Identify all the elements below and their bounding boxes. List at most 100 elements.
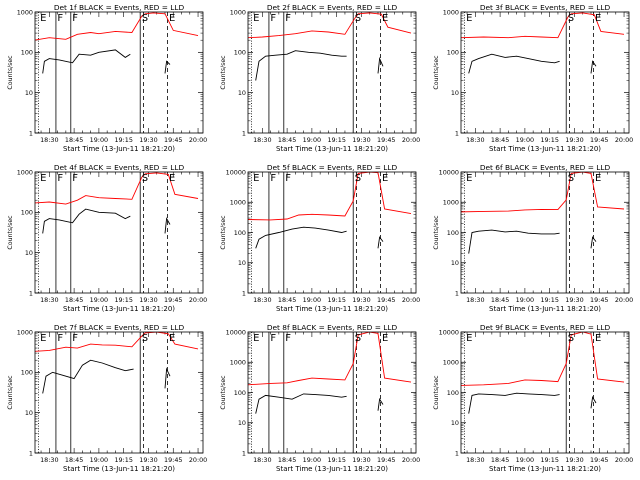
event-marker-label: E <box>253 173 259 184</box>
x-tick-label: 19:15 <box>540 456 558 464</box>
x-tick-label: 18:45 <box>491 296 509 304</box>
events-series-line <box>590 236 597 249</box>
plot-frame <box>34 11 204 134</box>
event-marker-label: F <box>285 333 291 344</box>
events-series-line <box>377 397 384 411</box>
y-axis-label: Counts/sec <box>7 55 14 90</box>
panel-title: Det 6f BLACK = Events, RED = LLD <box>480 163 611 172</box>
x-tick-label: 19:45 <box>164 136 182 144</box>
events-series-line <box>468 392 560 414</box>
x-tick-label: 20:00 <box>189 136 207 144</box>
x-tick-label: 20:00 <box>615 456 633 464</box>
detector-panel: Det 2f BLACK = Events, RED = LLD Counts/s… <box>220 3 420 153</box>
y-tick-label: 1 <box>455 129 459 137</box>
x-tick-label: 19:30 <box>565 456 583 464</box>
x-tick-label: 20:00 <box>402 136 420 144</box>
x-tick-label: 19:00 <box>516 456 534 464</box>
events-series-line <box>590 60 597 74</box>
x-tick-label: 19:30 <box>139 136 157 144</box>
plot-frame <box>460 171 630 294</box>
events-series-line <box>42 359 134 394</box>
x-tick-label: 18:30 <box>466 136 484 144</box>
x-tick-label: 19:00 <box>90 296 108 304</box>
x-axis-label: Start Time (13-Jun-11 18:21:20) <box>489 145 601 153</box>
y-tick-label: 10000 <box>439 168 459 176</box>
x-tick-label: 19:30 <box>139 296 157 304</box>
y-tick-label: 100 <box>447 229 459 237</box>
events-series-line <box>42 49 131 74</box>
event-marker-label: E <box>466 173 472 184</box>
events-series-line <box>164 60 171 74</box>
plot-frame <box>247 11 417 134</box>
x-tick-label: 18:30 <box>40 136 58 144</box>
y-tick-label: 10 <box>238 419 246 427</box>
y-tick-label: 1000 <box>443 199 459 207</box>
events-series-line <box>377 56 384 74</box>
x-tick-label: 19:45 <box>590 456 608 464</box>
x-tick-label: 18:45 <box>278 136 296 144</box>
x-tick-label: 19:15 <box>114 136 132 144</box>
x-tick-label: 19:00 <box>303 296 321 304</box>
y-tick-label: 100 <box>234 229 246 237</box>
y-tick-label: 10 <box>25 89 33 97</box>
y-tick-label: 1 <box>29 449 33 457</box>
event-marker-label: F <box>57 173 63 184</box>
y-axis-label: Counts/sec <box>433 55 440 90</box>
y-tick-label: 100 <box>21 369 33 377</box>
event-marker-label: S <box>355 173 361 184</box>
event-marker-label: S <box>568 173 574 184</box>
x-tick-label: 19:15 <box>327 456 345 464</box>
lld-series-line <box>248 172 412 221</box>
x-axis-label: Start Time (13-Jun-11 18:21:20) <box>63 465 175 473</box>
y-tick-label: 1 <box>29 129 33 137</box>
x-tick-label: 20:00 <box>189 456 207 464</box>
y-tick-label: 10 <box>238 89 246 97</box>
y-tick-label: 10000 <box>226 328 246 336</box>
x-tick-label: 19:15 <box>114 456 132 464</box>
lld-series-line <box>461 12 625 39</box>
y-tick-label: 100 <box>234 389 246 397</box>
x-tick-label: 19:00 <box>90 136 108 144</box>
x-tick-label: 19:00 <box>303 456 321 464</box>
event-marker-label: E <box>595 333 601 344</box>
y-tick-label: 1000 <box>443 359 459 367</box>
event-marker-label: F <box>270 173 276 184</box>
event-marker-label: E <box>40 333 46 344</box>
y-tick-label: 10 <box>25 249 33 257</box>
y-axis-label: Counts/sec <box>7 215 14 250</box>
y-tick-label: 1 <box>242 289 246 297</box>
y-tick-label: 10000 <box>439 328 459 336</box>
event-marker-label: E <box>40 173 46 184</box>
x-tick-label: 19:30 <box>565 136 583 144</box>
events-series-line <box>468 229 560 254</box>
x-tick-label: 19:15 <box>540 296 558 304</box>
event-marker-label: E <box>169 173 175 184</box>
y-tick-label: 10 <box>451 259 459 267</box>
y-tick-label: 10 <box>238 259 246 267</box>
detector-panel: Det 8f BLACK = Events, RED = LLD Counts/s… <box>220 323 420 473</box>
x-tick-label: 19:15 <box>114 296 132 304</box>
detector-panel: Det 4f BLACK = Events, RED = LLD Counts/s… <box>7 163 207 313</box>
detector-panel: Det 5f BLACK = Events, RED = LLD Counts/s… <box>220 163 420 313</box>
y-tick-label: 1000 <box>230 199 246 207</box>
panel-title: Det 2f BLACK = Events, RED = LLD <box>267 3 398 12</box>
plot-frame <box>460 11 630 134</box>
y-axis-label: Counts/sec <box>7 375 14 410</box>
plot-area <box>248 172 412 293</box>
x-tick-label: 19:30 <box>352 456 370 464</box>
y-tick-label: 1 <box>29 289 33 297</box>
y-tick-label: 1000 <box>230 8 246 16</box>
events-series-line <box>590 395 597 409</box>
y-tick-label: 10 <box>451 419 459 427</box>
event-marker-label: S <box>142 333 148 344</box>
x-tick-label: 18:45 <box>491 456 509 464</box>
x-tick-label: 18:30 <box>40 456 58 464</box>
event-marker-label: E <box>169 13 175 24</box>
x-tick-label: 19:45 <box>590 136 608 144</box>
x-tick-label: 18:30 <box>466 296 484 304</box>
y-tick-label: 10 <box>25 409 33 417</box>
panel-title: Det 3f BLACK = Events, RED = LLD <box>480 3 611 12</box>
event-marker-label: E <box>466 333 472 344</box>
x-tick-label: 20:00 <box>189 296 207 304</box>
x-tick-label: 19:30 <box>352 136 370 144</box>
